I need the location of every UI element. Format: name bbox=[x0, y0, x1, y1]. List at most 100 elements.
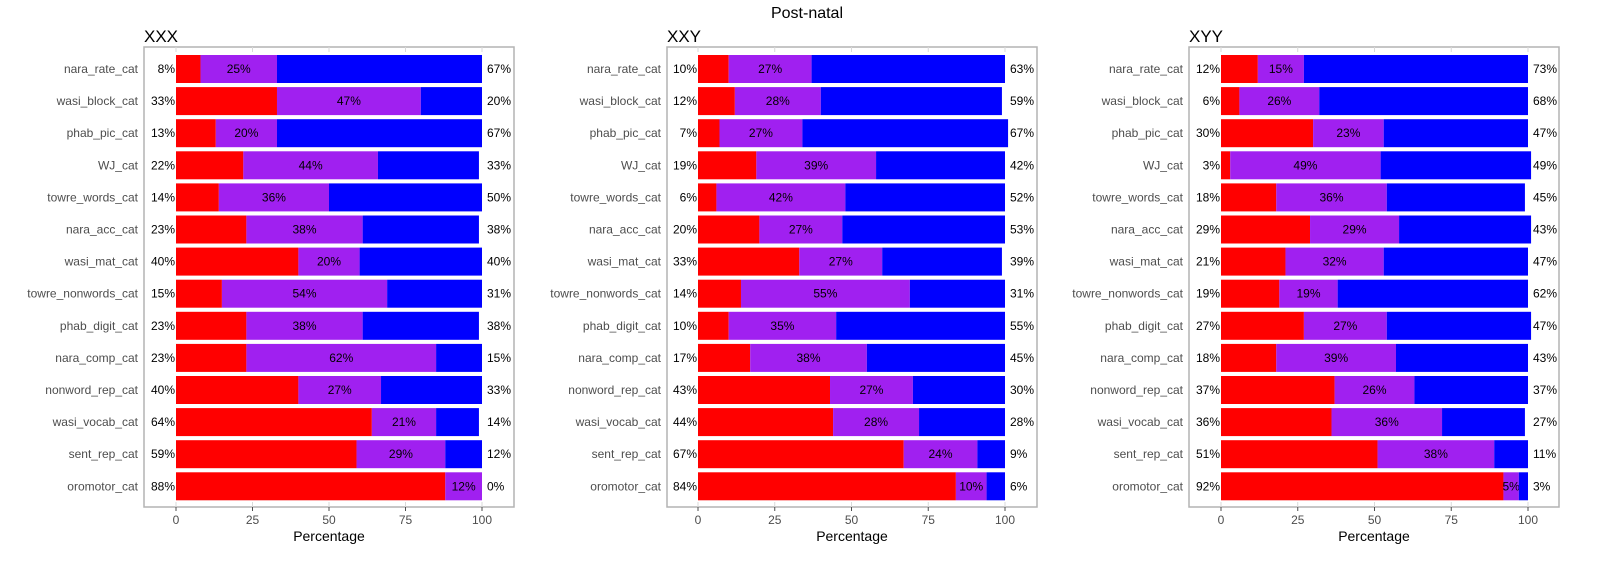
value-label-low: 36% bbox=[1196, 415, 1220, 429]
category-label: phab_pic_cat bbox=[67, 126, 139, 140]
bar-segment-low bbox=[1221, 408, 1332, 437]
value-label-mid: 19% bbox=[1296, 287, 1320, 301]
value-label-mid: 12% bbox=[452, 479, 476, 493]
bar-segment-low bbox=[1221, 55, 1258, 83]
bar-segment-low bbox=[1221, 279, 1280, 308]
bar-segment-high bbox=[1386, 183, 1525, 212]
value-label-mid: 5% bbox=[1502, 479, 1520, 493]
category-label: phab_digit_cat bbox=[1105, 319, 1184, 333]
bar-segment-mid bbox=[719, 119, 803, 148]
panel-frame bbox=[666, 46, 1038, 508]
bar-segment-high bbox=[1414, 376, 1528, 404]
bar-segment-mid bbox=[728, 311, 837, 340]
bar-segment-high bbox=[445, 440, 482, 469]
category-label: towre_nonwords_cat bbox=[1072, 287, 1183, 301]
category-label: towre_nonwords_cat bbox=[27, 287, 138, 301]
value-label-high: 50% bbox=[487, 190, 511, 204]
value-label-high: 20% bbox=[487, 94, 511, 108]
value-label-low: 12% bbox=[673, 94, 697, 108]
value-label-mid: 27% bbox=[789, 223, 813, 237]
bar-segment-mid bbox=[728, 55, 812, 83]
category-label: nonword_rep_cat bbox=[45, 383, 138, 397]
chart-panels: XXX 0 25 50 75 100 Percentage nara_rate_cat 8% 25… bbox=[27, 27, 1560, 544]
bar-segment-high bbox=[845, 183, 1005, 212]
value-label-high: 62% bbox=[1533, 287, 1557, 301]
bar-segment-high bbox=[1380, 151, 1532, 180]
value-label-mid: 27% bbox=[758, 62, 782, 76]
x-tick-label: 100 bbox=[472, 513, 492, 527]
category-label: nara_acc_cat bbox=[589, 223, 662, 237]
bar-segment-mid bbox=[371, 408, 437, 437]
value-label-high: 33% bbox=[487, 383, 511, 397]
x-tick-label: 50 bbox=[845, 513, 859, 527]
value-label-low: 10% bbox=[673, 319, 697, 333]
category-label: oromotor_cat bbox=[1112, 479, 1183, 493]
bar-segment-low bbox=[698, 87, 735, 116]
value-label-low: 3% bbox=[1203, 158, 1221, 172]
value-label-high: 49% bbox=[1533, 158, 1557, 172]
bar-segment-low bbox=[176, 247, 299, 276]
value-label-high: 15% bbox=[487, 351, 511, 365]
value-label-high: 0% bbox=[487, 479, 505, 493]
category-label: towre_nonwords_cat bbox=[550, 287, 661, 301]
value-label-low: 21% bbox=[1196, 255, 1220, 269]
bar-segment-high bbox=[802, 119, 1009, 148]
value-label-mid: 62% bbox=[329, 351, 353, 365]
bar-segment-low bbox=[698, 408, 834, 437]
bar-segment-mid bbox=[750, 343, 867, 372]
value-label-mid: 49% bbox=[1293, 158, 1317, 172]
bar-segment-high bbox=[276, 55, 482, 83]
bar-segment-mid bbox=[1279, 279, 1338, 308]
value-label-low: 6% bbox=[680, 190, 698, 204]
value-label-high: 42% bbox=[1010, 158, 1034, 172]
bar-segment-high bbox=[381, 376, 482, 404]
bar-segment-low bbox=[1221, 376, 1335, 404]
bar-segment-high bbox=[1494, 440, 1528, 469]
value-label-high: 52% bbox=[1010, 190, 1034, 204]
category-label: wasi_mat_cat bbox=[64, 255, 139, 269]
value-label-mid: 27% bbox=[859, 383, 883, 397]
bar-segment-high bbox=[387, 279, 482, 308]
bar-segment-mid bbox=[1230, 151, 1381, 180]
value-label-mid: 39% bbox=[804, 158, 828, 172]
bar-segment-low bbox=[1221, 151, 1231, 180]
bar-segment-mid bbox=[1303, 311, 1387, 340]
value-label-high: 47% bbox=[1533, 126, 1557, 140]
value-label-low: 27% bbox=[1196, 319, 1220, 333]
bar-segment-high bbox=[909, 279, 1005, 308]
bar-segment-high bbox=[876, 151, 1005, 180]
category-label: phab_digit_cat bbox=[583, 319, 662, 333]
bar-segment-low bbox=[698, 311, 729, 340]
panel-xyy: XYY 0 25 50 75 100 Percentage nara_rate_cat 12% 1… bbox=[1072, 27, 1560, 544]
value-label-high: 67% bbox=[487, 62, 511, 76]
bar-segment-mid bbox=[246, 311, 363, 340]
bar-segment-mid bbox=[799, 247, 883, 276]
bar-segment-mid bbox=[276, 87, 421, 116]
value-label-high: 31% bbox=[487, 287, 511, 301]
value-label-high: 14% bbox=[487, 415, 511, 429]
bar-segment-low bbox=[698, 440, 904, 469]
chart-suptitle: Post-natal bbox=[771, 5, 843, 22]
bar-segment-low bbox=[1221, 183, 1277, 212]
bar-segment-mid bbox=[1377, 440, 1495, 469]
bar-segment-high bbox=[359, 247, 482, 276]
panel-frame bbox=[143, 46, 515, 508]
bar-segment-low bbox=[698, 151, 757, 180]
category-label: WJ_cat bbox=[1143, 158, 1184, 172]
category-label: sent_rep_cat bbox=[69, 447, 139, 461]
value-label-mid: 26% bbox=[1267, 94, 1291, 108]
x-tick-label: 100 bbox=[995, 513, 1015, 527]
bar-segment-high bbox=[276, 119, 482, 148]
value-label-low: 33% bbox=[151, 94, 175, 108]
value-label-low: 13% bbox=[151, 126, 175, 140]
value-label-high: 67% bbox=[1010, 126, 1034, 140]
value-label-high: 47% bbox=[1533, 255, 1557, 269]
bar-segment-low bbox=[1221, 87, 1240, 116]
value-label-mid: 54% bbox=[293, 287, 317, 301]
bar-segment-mid bbox=[243, 151, 378, 180]
value-label-mid: 29% bbox=[389, 447, 413, 461]
x-tick-label: 100 bbox=[1518, 513, 1538, 527]
bar-segment-high bbox=[1399, 215, 1532, 244]
bar-segment-low bbox=[176, 472, 446, 501]
